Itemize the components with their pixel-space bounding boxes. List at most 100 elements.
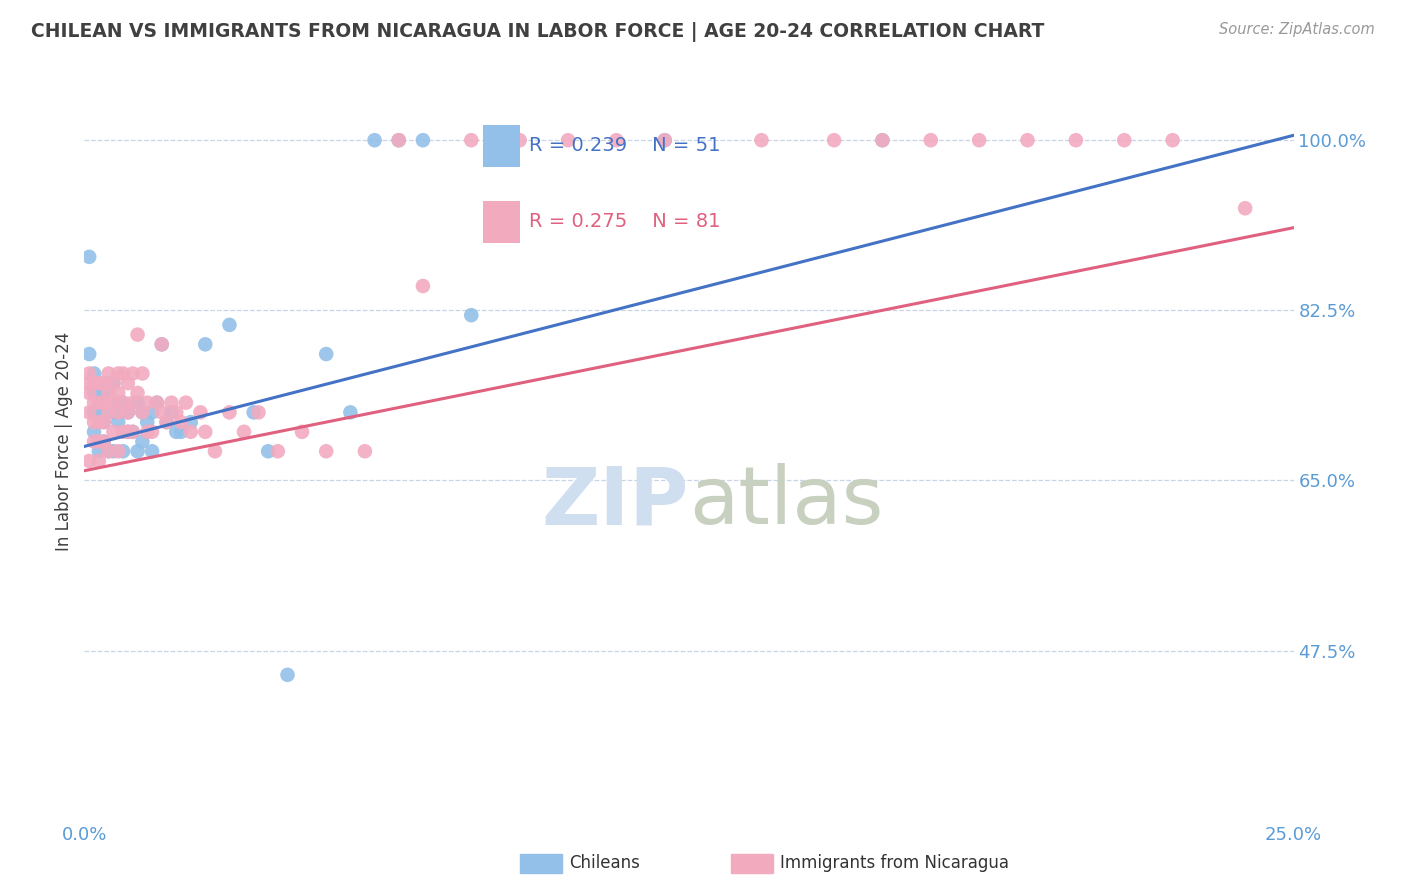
Point [160,405,183,419]
Point [155,415,177,429]
Point [112,425,135,439]
Point [1064,133,1087,147]
Point [605,133,627,147]
Text: Source: ZipAtlas.com: Source: ZipAtlas.com [1219,22,1375,37]
Point [141,405,163,419]
Point [83,434,105,449]
Point [127,444,149,458]
Point [97,444,120,458]
Point [1114,133,1136,147]
Point [83,405,105,419]
Point [150,337,173,351]
Point [87,454,110,468]
Point [112,367,135,381]
Point [93,386,115,401]
Point [121,395,143,409]
Point [823,133,845,147]
Point [180,425,202,439]
Text: R = 0.275    N = 81: R = 0.275 N = 81 [529,212,721,231]
Point [77,386,100,401]
Point [654,133,676,147]
Point [1161,133,1184,147]
Point [127,327,149,342]
Point [257,444,280,458]
Y-axis label: In Labor Force | Age 20-24: In Labor Force | Age 20-24 [55,332,73,551]
Point [267,444,290,458]
Point [112,395,135,409]
Point [363,133,385,147]
Point [194,337,217,351]
Point [103,395,125,409]
Point [751,133,773,147]
Point [93,434,115,449]
Point [93,376,115,391]
FancyBboxPatch shape [484,125,520,167]
Point [117,425,139,439]
Point [121,425,143,439]
Point [87,434,110,449]
Point [107,386,129,401]
Text: atlas: atlas [689,463,883,541]
Point [460,308,482,322]
Point [77,367,100,381]
Point [121,367,143,381]
Point [83,386,105,401]
Point [155,415,177,429]
Point [117,405,139,419]
Point [97,405,120,419]
Point [87,395,110,409]
Point [107,405,129,419]
Point [112,395,135,409]
Point [247,405,270,419]
Point [146,395,169,409]
Point [103,425,125,439]
Point [174,395,197,409]
Point [654,133,676,147]
Text: ZIP: ZIP [541,463,689,541]
Point [141,444,163,458]
Point [160,395,183,409]
Point [83,415,105,429]
Point [146,395,169,409]
Point [557,133,579,147]
Point [87,395,110,409]
Point [412,133,434,147]
Point [136,415,159,429]
Point [190,405,212,419]
Point [339,405,361,419]
Point [107,415,129,429]
Point [77,405,100,419]
Point [388,133,411,147]
Point [107,367,129,381]
Point [218,405,240,419]
Point [1017,133,1039,147]
Text: R = 0.239    N = 51: R = 0.239 N = 51 [529,136,721,155]
Point [388,133,411,147]
Point [77,250,100,264]
Point [131,434,153,449]
Point [103,376,125,391]
Point [204,444,226,458]
Point [872,133,894,147]
Point [150,405,173,419]
Point [194,425,217,439]
Point [218,318,240,332]
Point [93,415,115,429]
Point [97,376,120,391]
Point [165,405,187,419]
Point [872,133,894,147]
Point [83,376,105,391]
Point [117,405,139,419]
Point [165,425,187,439]
Point [315,444,337,458]
Point [103,444,125,458]
Point [87,405,110,419]
Point [83,367,105,381]
Point [83,425,105,439]
Point [170,425,193,439]
Point [127,386,149,401]
Point [315,347,337,361]
Point [103,376,125,391]
Point [107,444,129,458]
FancyBboxPatch shape [484,201,520,243]
